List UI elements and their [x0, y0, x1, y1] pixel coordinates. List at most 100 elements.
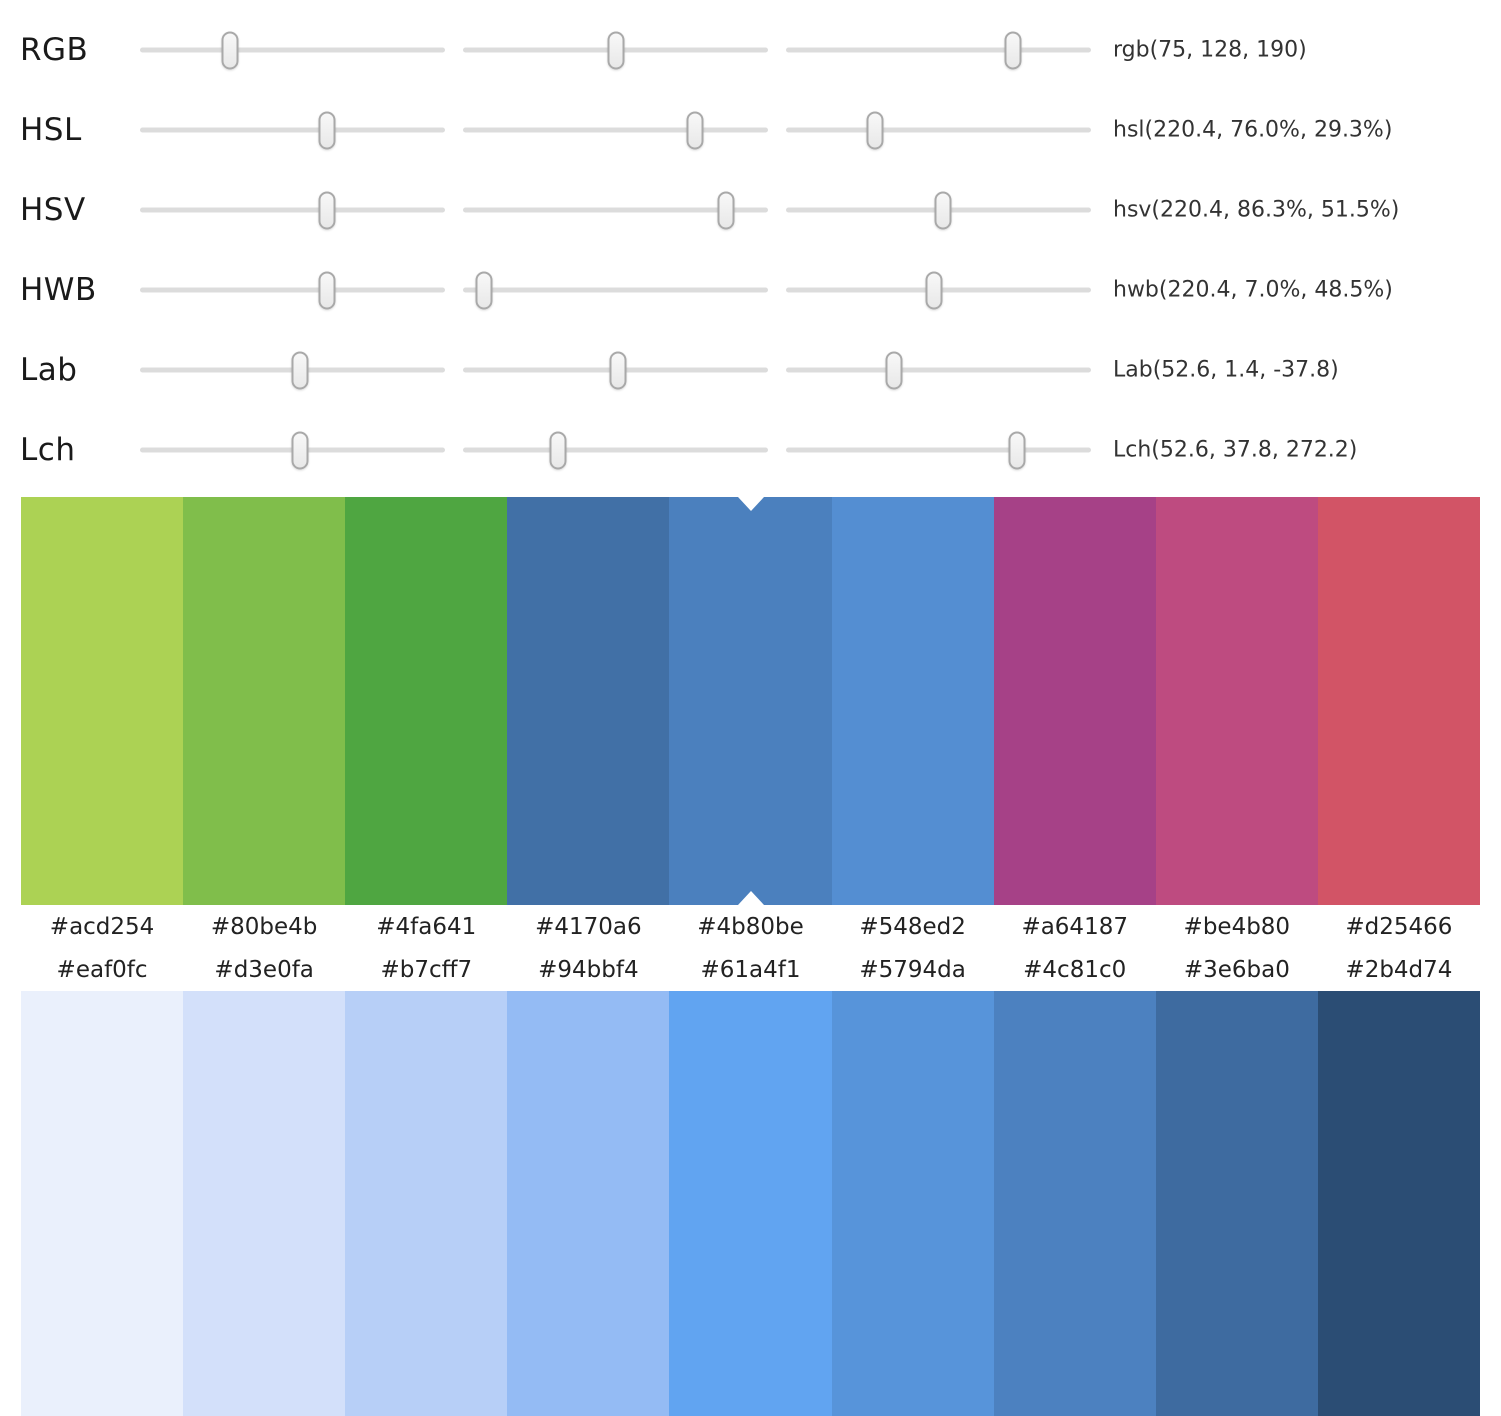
swatch-hex-label: #b7cff7 — [380, 956, 473, 983]
slider-thumb[interactable] — [866, 111, 884, 149]
hue-palette: #acd254 #80be4b #4fa641 #4170a6 #4b80be #548e… — [21, 497, 1480, 948]
swatch-labels: #acd254 #80be4b #4fa641 #4170a6 #4b80be #548e… — [21, 905, 1480, 948]
colorspace-label: Lch — [20, 432, 76, 468]
swatch-hex-label: #acd254 — [49, 913, 155, 940]
palette-swatch[interactable] — [1155, 497, 1318, 905]
palette-swatch[interactable] — [669, 497, 832, 905]
slider-row-lab: Lab Lab(52.6, 1.4, -37.8) — [0, 330, 1501, 410]
slider-thumb[interactable] — [221, 31, 239, 69]
color-value-text: Lch(52.6, 37.8, 272.2) — [1113, 437, 1358, 463]
slider-thumb[interactable] — [885, 351, 903, 389]
slider-track[interactable] — [786, 351, 1091, 389]
slider-track[interactable] — [463, 431, 768, 469]
color-value-text: hsv(220.4, 86.3%, 51.5%) — [1113, 197, 1400, 223]
slider-row-rgb: RGB rgb(75, 128, 190) — [0, 10, 1501, 90]
swatch-hex-label: #94bbf4 — [538, 956, 639, 983]
palette-swatch[interactable] — [1155, 991, 1318, 1416]
slider-row-hsl: HSL hsl(220.4, 76.0%, 29.3%) — [0, 90, 1501, 170]
slider-thumb[interactable] — [925, 271, 943, 309]
slider-track[interactable] — [786, 271, 1091, 309]
color-value-text: hwb(220.4, 7.0%, 48.5%) — [1113, 277, 1393, 303]
slider-track[interactable] — [140, 31, 445, 69]
slider-track[interactable] — [786, 431, 1091, 469]
palette-swatch[interactable] — [831, 497, 994, 905]
slider-row-lch: Lch Lch(52.6, 37.8, 272.2) — [0, 410, 1501, 490]
slider-track[interactable] — [140, 271, 445, 309]
swatch-hex-label: #2b4d74 — [1345, 956, 1453, 983]
color-value-text: rgb(75, 128, 190) — [1113, 37, 1307, 63]
swatch-strip — [21, 497, 1480, 905]
slider-thumb[interactable] — [318, 271, 336, 309]
palette-swatch[interactable] — [1317, 991, 1480, 1416]
slider-track[interactable] — [140, 191, 445, 229]
swatch-hex-label: #4b80be — [697, 913, 804, 940]
palette-swatch[interactable] — [507, 991, 670, 1416]
slider-thumb[interactable] — [686, 111, 704, 149]
tint-shade-palette: #eaf0fc #d3e0fa #b7cff7 #94bbf4 #61a4f1 #5794… — [21, 948, 1480, 1416]
palette-swatch[interactable] — [669, 991, 832, 1416]
slider-thumb[interactable] — [609, 351, 627, 389]
slider-track[interactable] — [463, 271, 768, 309]
color-value-text: Lab(52.6, 1.4, -37.8) — [1113, 357, 1339, 383]
colorspace-label: HWB — [20, 272, 97, 308]
palette-swatch[interactable] — [507, 497, 670, 905]
swatch-hex-label: #a64187 — [1021, 913, 1128, 940]
slider-row-hwb: HWB hwb(220.4, 7.0%, 48.5%) — [0, 250, 1501, 330]
slider-thumb[interactable] — [934, 191, 952, 229]
slider-thumb[interactable] — [291, 431, 309, 469]
colorspace-label: RGB — [20, 32, 89, 68]
swatch-hex-label: #3e6ba0 — [1183, 956, 1290, 983]
slider-track[interactable] — [463, 111, 768, 149]
swatch-hex-label: #61a4f1 — [700, 956, 801, 983]
palette-swatch[interactable] — [21, 497, 184, 905]
slider-track[interactable] — [463, 191, 768, 229]
slider-track[interactable] — [463, 31, 768, 69]
swatch-hex-label: #4c81c0 — [1023, 956, 1127, 983]
slider-thumb[interactable] — [318, 111, 336, 149]
color-value-text: hsl(220.4, 76.0%, 29.3%) — [1113, 117, 1393, 143]
colorspace-label: HSL — [20, 112, 82, 148]
slider-row-hsv: HSV hsv(220.4, 86.3%, 51.5%) — [0, 170, 1501, 250]
palette-swatch[interactable] — [183, 497, 346, 905]
palette-swatch[interactable] — [345, 991, 508, 1416]
swatch-hex-label: #d3e0fa — [214, 956, 314, 983]
palette-swatch[interactable] — [993, 497, 1156, 905]
swatch-strip — [21, 991, 1480, 1416]
slider-thumb[interactable] — [291, 351, 309, 389]
slider-thumb[interactable] — [1008, 431, 1026, 469]
slider-track[interactable] — [140, 351, 445, 389]
swatch-labels: #eaf0fc #d3e0fa #b7cff7 #94bbf4 #61a4f1 #5794… — [21, 948, 1480, 991]
swatch-hex-label: #d25466 — [1345, 913, 1453, 940]
slider-thumb[interactable] — [607, 31, 625, 69]
swatch-hex-label: #be4b80 — [1183, 913, 1291, 940]
slider-thumb[interactable] — [549, 431, 567, 469]
selected-swatch-marker-bottom — [737, 891, 764, 905]
slider-track[interactable] — [786, 31, 1091, 69]
slider-track[interactable] — [463, 351, 768, 389]
colorspace-label: HSV — [20, 192, 86, 228]
swatch-hex-label: #4fa641 — [376, 913, 477, 940]
swatch-hex-label: #eaf0fc — [56, 956, 148, 983]
slider-track[interactable] — [140, 431, 445, 469]
swatch-hex-label: #5794da — [859, 956, 966, 983]
slider-thumb[interactable] — [1004, 31, 1022, 69]
slider-thumb[interactable] — [318, 191, 336, 229]
slider-track[interactable] — [786, 111, 1091, 149]
palette-swatch[interactable] — [1317, 497, 1480, 905]
swatch-hex-label: #80be4b — [210, 913, 318, 940]
slider-thumb[interactable] — [717, 191, 735, 229]
palette-swatch[interactable] — [831, 991, 994, 1416]
slider-track[interactable] — [140, 111, 445, 149]
palettes-panel: #acd254 #80be4b #4fa641 #4170a6 #4b80be #548e… — [21, 497, 1480, 1416]
palette-swatch[interactable] — [183, 991, 346, 1416]
selected-swatch-marker-top — [737, 497, 764, 511]
palette-swatch[interactable] — [21, 991, 184, 1416]
colorspace-label: Lab — [20, 352, 78, 388]
palette-swatch[interactable] — [345, 497, 508, 905]
slider-track[interactable] — [786, 191, 1091, 229]
color-sliders-panel: RGB rgb(75, 128, 190) HSL hsl(220.4, 76.… — [0, 10, 1501, 490]
slider-thumb[interactable] — [475, 271, 493, 309]
swatch-hex-label: #548ed2 — [859, 913, 966, 940]
swatch-hex-label: #4170a6 — [535, 913, 642, 940]
palette-swatch[interactable] — [993, 991, 1156, 1416]
